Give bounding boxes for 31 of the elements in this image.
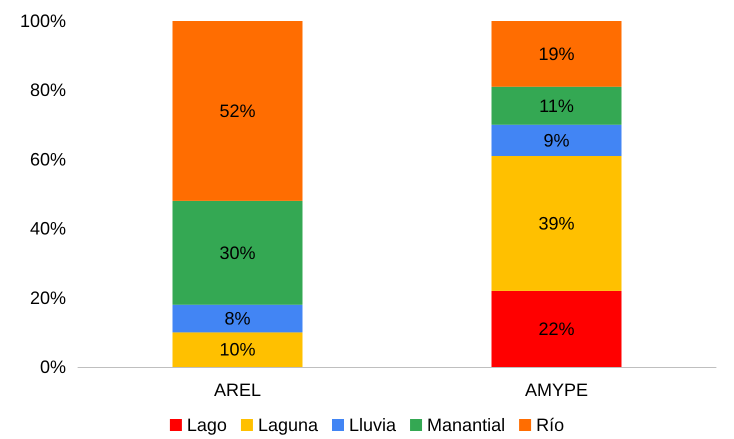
legend-label: Laguna: [258, 415, 319, 435]
data-label: 22%: [538, 318, 575, 339]
bar: [492, 21, 622, 87]
y-tick-label: 80%: [30, 80, 66, 100]
y-tick-label: 20%: [30, 288, 66, 308]
x-tick-label: AREL: [214, 380, 262, 400]
legend-label: Manantial: [427, 415, 506, 435]
data-label: 30%: [219, 242, 256, 263]
bar: [172, 304, 302, 332]
bar: [172, 21, 302, 201]
legend-label: Río: [536, 415, 564, 435]
y-tick-label: 100%: [20, 11, 66, 31]
data-label: 11%: [539, 96, 574, 116]
data-label: 52%: [219, 100, 256, 121]
legend-label: Lago: [186, 415, 227, 435]
y-tick-label: 60%: [30, 149, 66, 170]
y-tick-label: 0%: [40, 357, 66, 377]
data-label: 9%: [543, 130, 570, 150]
data-label: 39%: [538, 213, 575, 234]
bar: [492, 156, 622, 291]
bar: [492, 86, 622, 125]
y-tick-label: 40%: [30, 218, 66, 239]
legend-label: Lluvia: [349, 415, 398, 435]
bar: [492, 124, 622, 156]
data-label: 10%: [219, 340, 256, 360]
x-tick-label: AMYPE: [524, 380, 588, 400]
bar: [172, 332, 302, 367]
bar: [172, 200, 302, 305]
bar: [492, 290, 622, 367]
data-label: 19%: [538, 44, 575, 64]
data-label: 8%: [224, 308, 251, 329]
